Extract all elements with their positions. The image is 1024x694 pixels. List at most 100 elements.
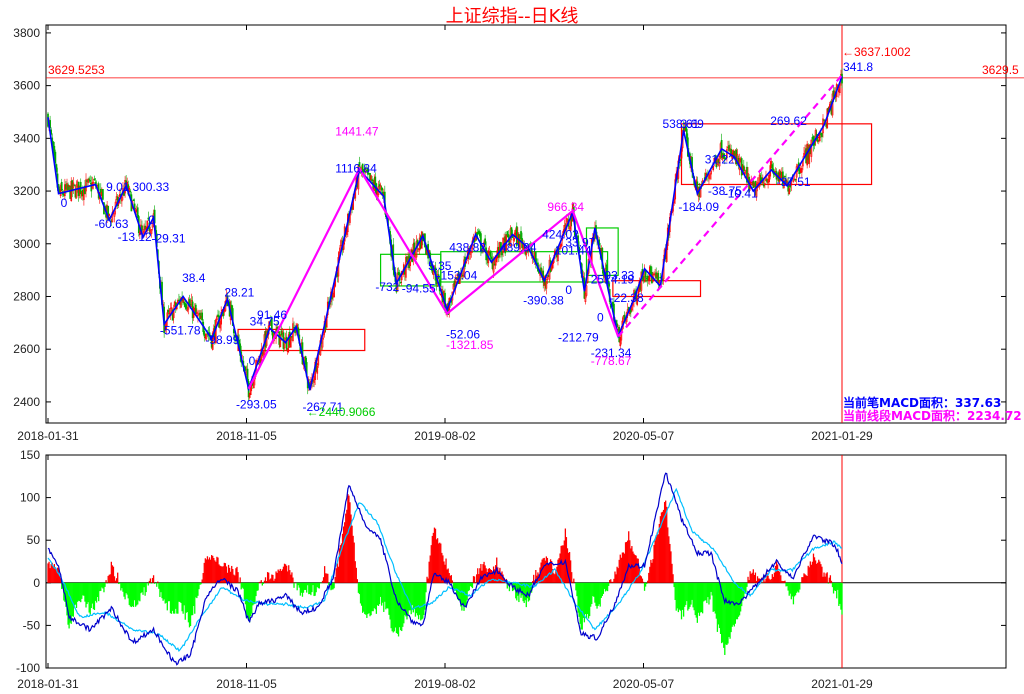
- x-tick-label: 2021-01-29: [811, 429, 873, 443]
- candle-body: [129, 190, 132, 193]
- candle-body: [782, 171, 784, 186]
- bi-annotation: 0: [148, 213, 155, 227]
- candle-body: [507, 234, 510, 238]
- candle-body: [172, 308, 175, 319]
- candle-body: [143, 228, 145, 233]
- candle-body: [712, 165, 715, 171]
- y-tick-label: -100: [16, 661, 40, 675]
- candle-body: [53, 145, 56, 156]
- candle-body: [606, 279, 609, 282]
- segment-macd-area-value: 2234.72: [967, 409, 1022, 423]
- y-tick-label: 0: [33, 576, 40, 590]
- bi-annotation: 38.4: [182, 271, 206, 285]
- candle-body: [75, 184, 78, 198]
- candle-body: [108, 214, 111, 216]
- candle-body: [279, 334, 282, 348]
- candle-body: [558, 248, 560, 250]
- x-tick-label: 2018-01-31: [17, 677, 79, 691]
- y-tick-label: 2600: [13, 342, 40, 356]
- y-tick-label: 50: [27, 533, 41, 547]
- candle-body: [584, 293, 587, 302]
- bi-annotation: -13.12: [118, 230, 152, 244]
- bi-annotation: -37.51: [777, 175, 811, 189]
- bi-line: [47, 76, 843, 392]
- candle-body: [489, 251, 492, 257]
- bi-annotation: 101.44: [555, 243, 592, 257]
- y-tick-label: 3400: [13, 131, 40, 145]
- segment-annotation: 1441.47: [335, 125, 379, 139]
- y-tick-label: 3000: [13, 237, 40, 251]
- bi-annotation: -390.38: [523, 293, 564, 307]
- candle-body: [182, 298, 184, 303]
- x-tick-label: 2018-01-31: [17, 429, 79, 443]
- kline-plot-area: [45, 24, 1007, 424]
- candle-body: [629, 309, 632, 313]
- candle-body: [203, 330, 206, 337]
- candle-body: [147, 217, 150, 220]
- bi-annotation: -732: [375, 280, 399, 294]
- bi-annotation: 489.94: [500, 241, 537, 255]
- bi-annotation: 0: [597, 311, 604, 325]
- bi-annotation: -38.75: [708, 184, 742, 198]
- candle-body: [500, 242, 502, 252]
- candle-body: [778, 169, 781, 182]
- x-tick-label: 2021-01-29: [811, 677, 873, 691]
- candle-body: [59, 185, 62, 197]
- candle-body: [167, 309, 170, 313]
- candle-body: [760, 177, 763, 180]
- candle-body: [725, 158, 727, 160]
- candle-body: [788, 188, 791, 195]
- candle-body: [726, 149, 728, 158]
- candle-body: [506, 231, 509, 236]
- y-tick-label: 3600: [13, 79, 40, 93]
- candle-body: [85, 179, 87, 192]
- candle-body: [821, 132, 823, 137]
- candle-body: [219, 321, 221, 329]
- candle-body: [658, 280, 661, 284]
- bi-annotation: 33.97: [565, 235, 595, 249]
- candle-body: [67, 184, 69, 190]
- candle-body: [194, 304, 197, 314]
- candle-body: [709, 173, 711, 179]
- bi-annotation: 93.33: [604, 268, 634, 282]
- candle-body: [52, 141, 55, 148]
- candle-body: [768, 175, 770, 182]
- candle-body: [619, 338, 622, 347]
- candle-body: [685, 128, 688, 139]
- candle-body: [362, 171, 365, 173]
- segment-macd-area-label: 当前线段MACD面积：: [843, 409, 967, 423]
- bi-annotation: -94.55: [402, 282, 436, 296]
- candle-body: [490, 256, 493, 259]
- y-tick-label: 3800: [13, 26, 40, 40]
- macd-panel: -100 -50 0 50 100 150 2018-01-31 2018-11-05 2019…: [16, 448, 1007, 691]
- candle-body: [470, 251, 473, 253]
- candle-body: [380, 187, 383, 191]
- candle-body: [520, 231, 522, 240]
- candle-body: [370, 175, 372, 181]
- y-tick-label: 2800: [13, 289, 40, 303]
- bi-annotation: -52.06: [446, 328, 480, 342]
- candle-body: [201, 312, 204, 321]
- bi-annotation: -293.05: [236, 398, 277, 412]
- x-tick-label: 2018-11-05: [216, 677, 277, 691]
- candle-body: [816, 139, 819, 142]
- candle-body: [270, 318, 273, 333]
- bi-annotation: 5.35: [428, 259, 452, 273]
- candle-body: [736, 154, 739, 161]
- macd-area-legend: 当前笔MACD面积：337.63 当前线段MACD面积：2234.72: [843, 397, 1022, 423]
- candle-body: [230, 304, 233, 311]
- segment-annotation: -778.67: [591, 354, 632, 368]
- bi-annotation: 269.62: [770, 114, 807, 128]
- bi-annotation: -29.31: [151, 231, 185, 245]
- bi-annotation: -22.38: [610, 291, 644, 305]
- candle-body: [121, 196, 123, 202]
- candle-body: [730, 148, 732, 157]
- bi-annotation: 28.21: [224, 285, 254, 299]
- candle-body: [197, 314, 199, 317]
- candle-body: [763, 183, 765, 187]
- bi-annotation: -98.99: [205, 333, 239, 347]
- bi-annotation: 9.01: [106, 180, 130, 194]
- candle-body: [211, 332, 214, 350]
- candle-body: [88, 178, 91, 180]
